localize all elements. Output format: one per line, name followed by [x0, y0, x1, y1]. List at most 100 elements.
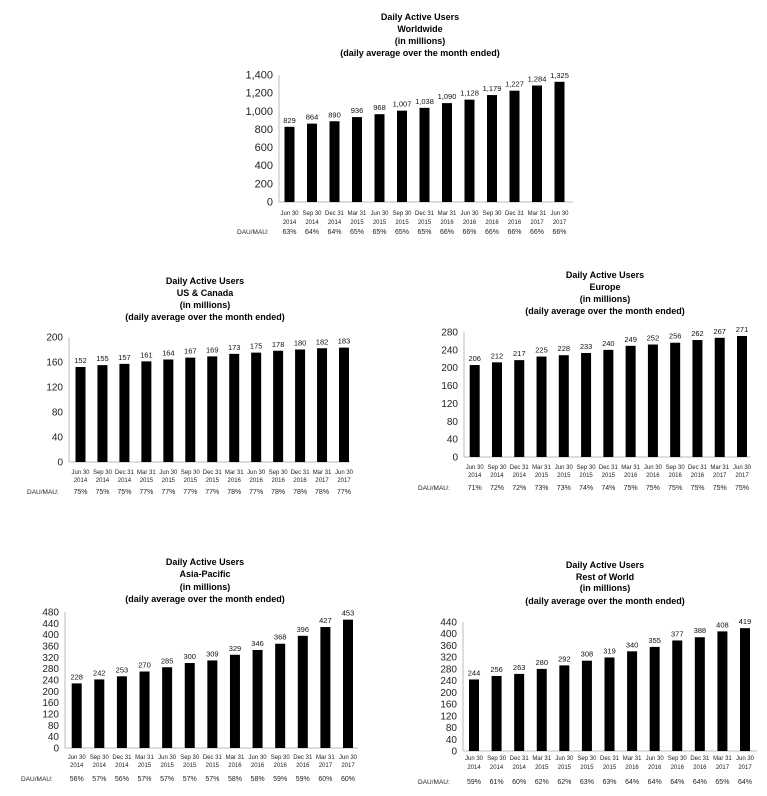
- dau-mau-value: 77%: [139, 489, 153, 496]
- x-category-year: 2014: [328, 220, 342, 226]
- y-tick-label: 800: [255, 124, 273, 136]
- bar: [119, 363, 130, 462]
- x-category-year: 2015: [206, 478, 220, 484]
- dau-mau-value: 78%: [271, 489, 285, 496]
- bar: [317, 348, 328, 462]
- chart-title-line: (daily average over the month ended): [525, 306, 685, 316]
- x-category-year: 2015: [373, 220, 387, 226]
- x-category-label: Sep 30: [666, 465, 686, 471]
- chart-title-line: Daily Active Users: [166, 276, 244, 286]
- x-category-year: 2017: [337, 478, 351, 484]
- chart-title-line: Daily Active Users: [566, 270, 644, 280]
- y-tick-label: 120: [42, 710, 59, 721]
- x-category-label: Jun 30: [339, 755, 358, 761]
- bar: [647, 344, 658, 457]
- dau-mau-value: 57%: [205, 776, 219, 783]
- y-tick-label: 0: [267, 197, 273, 209]
- bar-value-label: 292: [558, 654, 571, 663]
- x-category-year: 2015: [580, 765, 594, 771]
- x-category-label: Dec 31: [115, 470, 135, 476]
- x-category-label: Dec 31: [112, 755, 132, 761]
- x-category-label: Mar 31: [226, 755, 245, 761]
- x-category-label: Jun 30: [555, 756, 574, 762]
- bar-value-label: 178: [272, 340, 285, 349]
- x-category-year: 2014: [490, 765, 504, 771]
- dau-mau-value: 77%: [161, 489, 175, 496]
- x-category-label: Dec 31: [291, 470, 311, 476]
- x-category-label: Jun 30: [249, 755, 268, 761]
- x-category-year: 2016: [463, 220, 477, 226]
- x-category-label: Mar 31: [532, 465, 551, 471]
- x-category-label: Mar 31: [621, 465, 640, 471]
- x-category-year: 2017: [735, 473, 749, 479]
- chart-title-line: Daily Active Users: [381, 12, 459, 22]
- dau-mau-value: 75%: [117, 489, 131, 496]
- x-category-label: Sep 30: [487, 756, 507, 762]
- bar: [491, 675, 502, 751]
- dau-mau-value: 64%: [738, 779, 752, 786]
- dau-mau-value: 72%: [512, 485, 526, 492]
- x-category-year: 2016: [691, 473, 705, 479]
- dau-mau-value: 57%: [160, 776, 174, 783]
- x-category-year: 2015: [558, 765, 572, 771]
- x-category-label: Jun 30: [335, 470, 354, 476]
- bar-value-label: 1,227: [505, 80, 524, 89]
- x-category-year: 2016: [440, 220, 454, 226]
- y-tick-label: 1,400: [245, 70, 273, 82]
- x-category-label: Mar 31: [137, 470, 156, 476]
- bar-value-label: 252: [647, 334, 660, 343]
- x-category-label: Mar 31: [135, 755, 154, 761]
- x-category-year: 2016: [625, 765, 639, 771]
- dau-mau-value: 64%: [648, 779, 662, 786]
- x-category-label: Mar 31: [313, 470, 332, 476]
- x-category-label: Sep 30: [269, 470, 289, 476]
- chart-title-line: (daily average over the month ended): [525, 596, 685, 606]
- dau-mau-value: 57%: [138, 776, 152, 783]
- dau-mau-value: 78%: [227, 489, 241, 496]
- bar-value-label: 890: [328, 110, 341, 119]
- x-category-year: 2015: [350, 220, 364, 226]
- bar: [295, 349, 306, 462]
- x-category-year: 2014: [118, 478, 132, 484]
- y-tick-label: 0: [452, 453, 458, 464]
- x-category-label: Jun 30: [736, 756, 755, 762]
- chart-title-line: (daily average over the month ended): [125, 594, 285, 604]
- dau-mau-value: 73%: [557, 485, 571, 492]
- x-category-label: Dec 31: [690, 756, 710, 762]
- x-category-year: 2016: [668, 473, 682, 479]
- x-category-year: 2015: [206, 763, 220, 769]
- bar: [491, 362, 502, 457]
- x-category-label: Jun 30: [460, 211, 479, 217]
- bar: [717, 631, 728, 751]
- y-tick-label: 600: [255, 142, 273, 154]
- dau-mau-value: 75%: [646, 485, 660, 492]
- x-category-label: Jun 30: [158, 755, 177, 761]
- chart-title-line: Worldwide: [397, 24, 442, 34]
- bar-value-label: 157: [118, 353, 131, 362]
- bar-value-label: 161: [140, 350, 153, 359]
- x-category-label: Mar 31: [710, 465, 729, 471]
- x-category-label: Mar 31: [225, 470, 244, 476]
- y-tick-label: 440: [440, 618, 457, 629]
- bar-value-label: 408: [716, 620, 729, 629]
- bar: [740, 628, 750, 751]
- x-category-label: Sep 30: [577, 465, 597, 471]
- bar-value-label: 1,325: [550, 71, 569, 80]
- x-category-year: 2015: [579, 473, 593, 479]
- bar-value-label: 1,007: [393, 100, 412, 109]
- bar: [581, 352, 592, 457]
- chart-title-line: (in millions): [580, 583, 631, 593]
- bar: [329, 121, 340, 202]
- bar-value-label: 183: [338, 337, 351, 346]
- y-tick-label: 280: [42, 664, 59, 675]
- x-category-year: 2014: [305, 220, 319, 226]
- dau-mau-value: 75%: [690, 485, 704, 492]
- chart-3: Daily Active Users Asia-Pacific (in millio…: [21, 557, 358, 783]
- x-category-year: 2014: [490, 473, 504, 479]
- bar: [670, 342, 681, 457]
- x-category-label: Mar 31: [438, 211, 457, 217]
- x-category-year: 2014: [96, 478, 110, 484]
- bar: [536, 668, 547, 751]
- bar: [469, 679, 479, 751]
- dau-mau-value: 74%: [601, 485, 615, 492]
